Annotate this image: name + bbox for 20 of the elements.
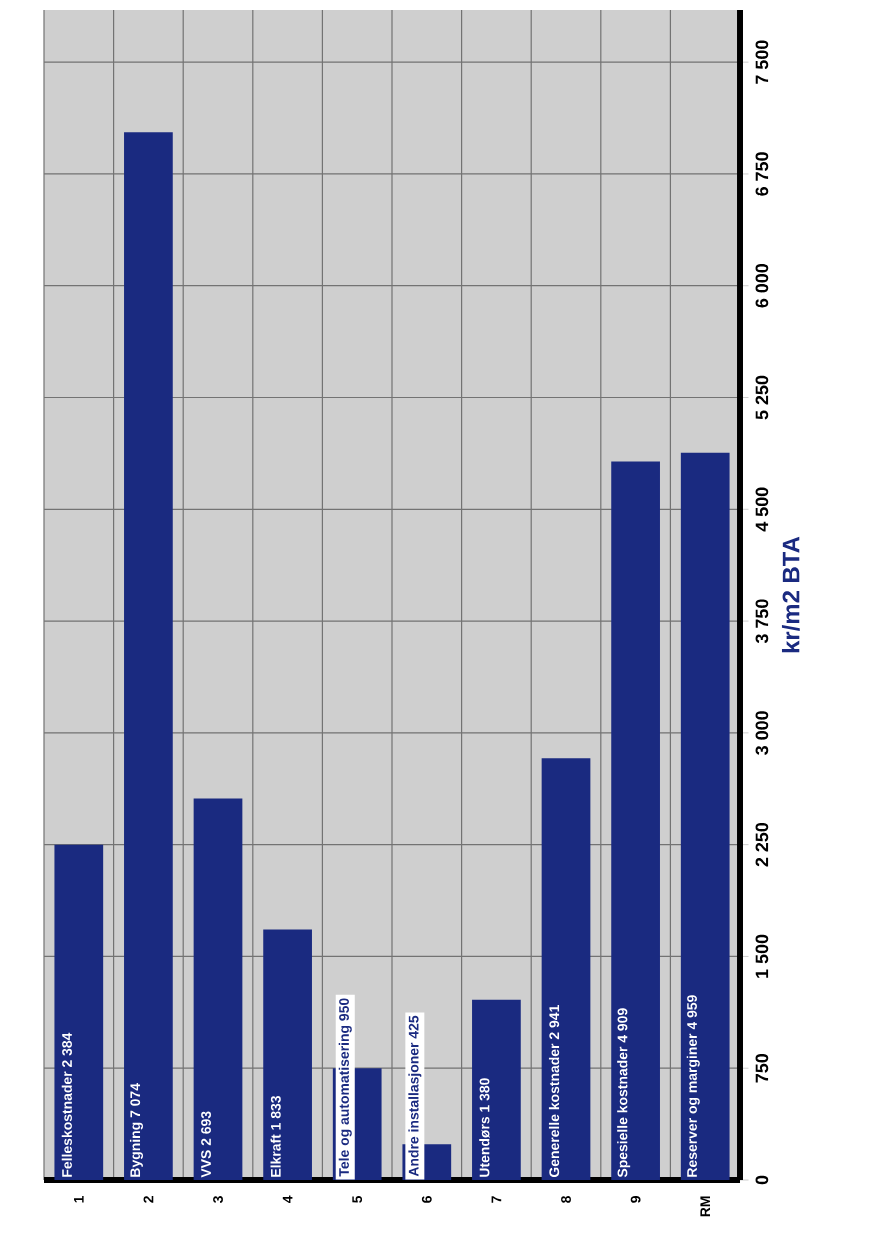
bar [193, 798, 243, 1180]
bar [263, 929, 312, 1180]
y-axis-title: kr/m2 BTA [781, 536, 800, 653]
y-tick-label: 0 [755, 1175, 769, 1185]
y-tick-label: 6 750 [755, 152, 769, 196]
y-tick-label: 1 500 [755, 934, 769, 978]
y-tick-label: 2 250 [755, 822, 769, 867]
y-tick-label: 4 500 [755, 487, 769, 532]
bar [611, 461, 660, 1180]
bar [54, 844, 104, 1180]
y-tick-label: 7 500 [755, 40, 769, 84]
y-tick-label: 5 250 [755, 375, 769, 420]
bar [680, 452, 730, 1180]
y-tick-label: 3 750 [755, 599, 769, 644]
bar [124, 132, 173, 1180]
y-tick-label: 750 [755, 1053, 769, 1083]
y-tick-label: 3 000 [755, 711, 769, 755]
bar [472, 999, 521, 1180]
y-tick-label: 6 000 [755, 264, 769, 308]
bar [541, 758, 591, 1180]
